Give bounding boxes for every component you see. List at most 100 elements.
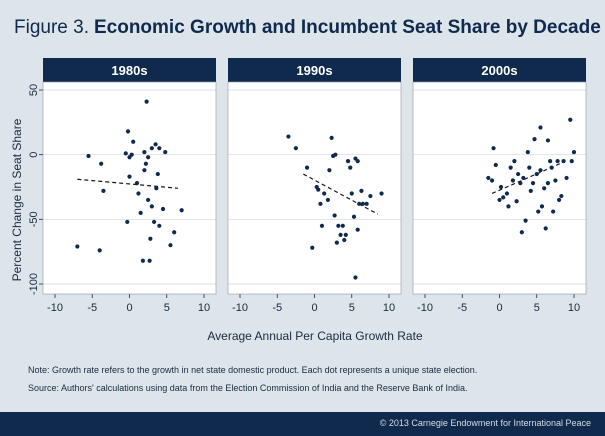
data-point <box>525 149 530 155</box>
data-point <box>561 159 566 164</box>
data-point <box>160 206 166 212</box>
data-point <box>316 187 321 192</box>
data-point <box>179 208 184 213</box>
data-point <box>348 165 353 170</box>
data-point <box>486 175 491 181</box>
data-point <box>516 171 521 177</box>
x-tick-label: 5 <box>349 302 355 314</box>
data-point <box>129 152 134 157</box>
data-point <box>364 201 369 206</box>
plot-area <box>228 82 401 294</box>
data-point <box>571 149 577 155</box>
data-point <box>343 232 348 237</box>
panel-title: 2000s <box>481 63 517 78</box>
x-tick-label: -10 <box>417 302 433 314</box>
data-point <box>75 244 80 249</box>
data-point <box>514 199 519 204</box>
data-point <box>338 232 343 237</box>
x-tick-label: 10 <box>568 302 580 314</box>
data-point <box>334 240 339 245</box>
y-tick-label: 50 <box>28 84 40 96</box>
data-point <box>368 193 373 199</box>
data-point <box>333 152 338 157</box>
data-point <box>545 138 551 143</box>
data-point <box>504 191 510 196</box>
data-point <box>155 171 160 177</box>
x-tick-label: -5 <box>272 302 282 314</box>
data-point <box>319 223 325 228</box>
plot-border <box>227 81 402 295</box>
data-point <box>293 146 298 151</box>
data-point <box>342 237 347 243</box>
data-point <box>493 162 498 168</box>
x-tick-label: 5 <box>164 302 170 314</box>
data-point <box>355 227 360 232</box>
x-tick-label: -5 <box>87 302 97 314</box>
data-point <box>351 214 357 219</box>
data-point <box>327 168 332 173</box>
data-point <box>551 209 556 214</box>
data-point <box>97 248 102 253</box>
data-point <box>163 149 168 155</box>
data-point <box>349 191 354 196</box>
data-point <box>538 125 543 130</box>
data-point <box>153 142 158 147</box>
data-point <box>357 201 362 206</box>
data-point <box>559 193 564 199</box>
data-point <box>144 99 149 104</box>
data-point <box>539 204 545 209</box>
data-point <box>355 159 360 164</box>
data-point <box>131 139 136 144</box>
data-point <box>512 159 517 164</box>
data-point <box>136 191 141 196</box>
data-point <box>123 151 128 156</box>
data-point <box>101 188 106 193</box>
data-point <box>134 181 140 186</box>
data-point <box>325 197 331 203</box>
data-point <box>568 117 573 122</box>
data-point <box>532 137 537 142</box>
data-point <box>149 204 154 209</box>
x-tick-label: -10 <box>232 302 248 314</box>
data-point <box>143 161 148 166</box>
copyright-text: © 2013 Carnegie Endowment for Internatio… <box>379 418 591 428</box>
data-point <box>497 197 502 203</box>
x-tick-label: 5 <box>534 302 540 314</box>
data-point <box>99 161 104 166</box>
data-point <box>498 184 504 190</box>
x-axis-label: Average Annual Per Capita Growth Rate <box>207 329 423 343</box>
data-point <box>360 201 366 206</box>
panel-2000s: 2000s -10 -5 0 5 10 <box>412 58 587 314</box>
data-point <box>353 275 358 280</box>
y-axis-label: Percent Change in Seat Share <box>10 118 24 281</box>
trend-line <box>303 173 379 215</box>
data-point <box>86 153 91 159</box>
x-tick-label: 10 <box>198 302 210 314</box>
data-point <box>332 213 337 218</box>
data-point <box>148 236 153 241</box>
data-point <box>359 188 364 193</box>
data-point <box>530 181 536 186</box>
data-point <box>146 155 151 160</box>
panel-1990s: 1990s -10 -5 0 5 10 <box>227 58 402 314</box>
note-text: Note: Growth rate refers to the growth i… <box>28 365 478 375</box>
data-point <box>548 159 553 164</box>
y-tick-label: 0 <box>28 152 40 158</box>
data-point <box>491 146 496 151</box>
panel-header <box>43 58 216 82</box>
data-point <box>322 191 327 196</box>
data-point <box>142 168 147 173</box>
data-point <box>142 149 147 155</box>
data-point <box>501 195 506 200</box>
data-point <box>510 178 516 183</box>
plot-border <box>42 81 217 295</box>
data-point <box>528 188 533 193</box>
data-point <box>329 135 334 140</box>
footer-bar: © 2013 Carnegie Endowment for Internatio… <box>0 412 605 436</box>
data-point <box>534 171 539 177</box>
data-point <box>557 197 562 203</box>
data-point <box>569 159 574 164</box>
panel-title: 1990s <box>296 63 332 78</box>
y-tick-label: -50 <box>28 211 40 227</box>
